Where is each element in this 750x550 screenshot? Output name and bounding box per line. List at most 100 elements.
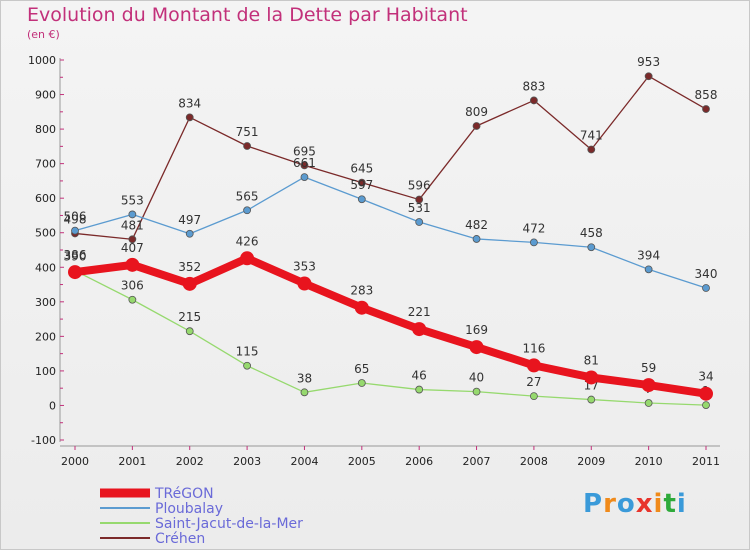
data-label: 407 [121,241,144,255]
data-point [587,145,596,154]
data-label: 283 [350,284,373,298]
data-point [357,195,366,204]
data-label: 81 [584,353,599,367]
y-tick-label: 700 [35,158,56,171]
data-label: 169 [465,323,488,337]
y-tick-label: 200 [35,330,56,343]
y-tick-label: 500 [35,227,56,240]
data-point [584,370,599,385]
data-label: 116 [522,341,545,355]
data-label: 834 [178,96,201,110]
y-tick-label: 100 [35,365,56,378]
data-point [587,243,596,252]
data-point [702,284,710,292]
data-point [243,361,251,370]
data-point [702,401,710,410]
x-tick-label: 2000 [61,455,89,468]
data-point [702,105,710,113]
data-label: 858 [695,88,718,102]
data-point [128,210,137,219]
chart-subtitle: (en €) [27,28,60,41]
x-tick-label: 2008 [520,455,548,468]
series-line-TRéGON [74,254,707,398]
x-tick-label: 2004 [290,455,318,468]
data-label: 531 [408,201,431,215]
data-point [240,251,255,266]
data-point [182,276,197,291]
data-point [415,195,424,204]
data-label: 353 [293,260,316,274]
legend-label: TRéGON [154,486,214,502]
chart-title: Evolution du Montant de la Dette par Hab… [27,4,468,26]
y-tick-label: 600 [35,192,56,205]
data-point [415,385,424,394]
data-label: 482 [465,218,488,232]
data-label: 340 [695,267,718,281]
data-point [128,235,137,244]
series-line-Créhen [74,75,707,240]
data-label: 497 [178,213,201,227]
data-point [354,300,369,315]
data-label: 809 [465,105,488,119]
data-point [641,378,656,393]
data-point [412,322,427,337]
data-point [530,96,538,105]
data-point [357,178,366,187]
data-point [415,218,424,226]
data-point [297,276,312,291]
x-tick-label: 2002 [176,455,204,468]
data-point [357,379,366,387]
data-label: 40 [469,371,484,385]
data-point [243,142,251,150]
data-point [185,113,194,122]
y-tick-label: 800 [35,123,56,136]
data-point [644,265,653,274]
data-label: 695 [293,144,316,158]
legend-label: Saint-Jacut-de-la-Mer [155,516,303,532]
data-point [185,327,194,336]
x-tick-label: 2011 [692,455,720,468]
data-point [472,387,481,396]
y-tick-label: 1000 [28,54,56,67]
data-label: 661 [293,156,316,170]
data-point [469,340,484,355]
data-label: 306 [121,279,144,293]
data-point [300,388,309,397]
data-point [71,226,79,235]
x-tick-label: 2006 [405,455,433,468]
data-label: 645 [350,162,373,176]
data-label: 741 [580,128,603,142]
data-label: 953 [637,55,660,69]
data-point [587,395,596,404]
data-label: 65 [354,362,369,376]
data-point [526,358,541,373]
x-tick-label: 2001 [118,455,146,468]
data-label: 553 [121,193,144,207]
data-label: 59 [641,361,656,375]
data-point [243,206,251,215]
data-point [644,72,653,81]
data-label: 498 [64,212,87,226]
data-label: 46 [412,369,427,383]
x-tick-label: 2003 [233,455,261,468]
data-label: 751 [236,125,259,139]
data-label: 352 [178,260,201,274]
data-label: 458 [580,226,603,240]
legend-label: Ploubalay [155,501,223,517]
x-tick-label: 2009 [577,455,605,468]
data-label: 597 [350,178,373,192]
data-label: 394 [637,248,660,262]
x-tick-label: 2007 [463,455,491,468]
data-label: 34 [698,370,713,384]
y-tick-label: -100 [31,434,56,447]
proxiti-logo: Proxiti [583,489,687,519]
data-label: 596 [408,179,431,193]
data-label: 565 [236,189,259,203]
data-label: 506 [64,210,87,224]
data-label: 386 [64,248,87,262]
data-point [300,161,309,170]
y-tick-label: 900 [35,89,56,102]
data-point [68,265,82,280]
x-tick-label: 2010 [635,455,663,468]
